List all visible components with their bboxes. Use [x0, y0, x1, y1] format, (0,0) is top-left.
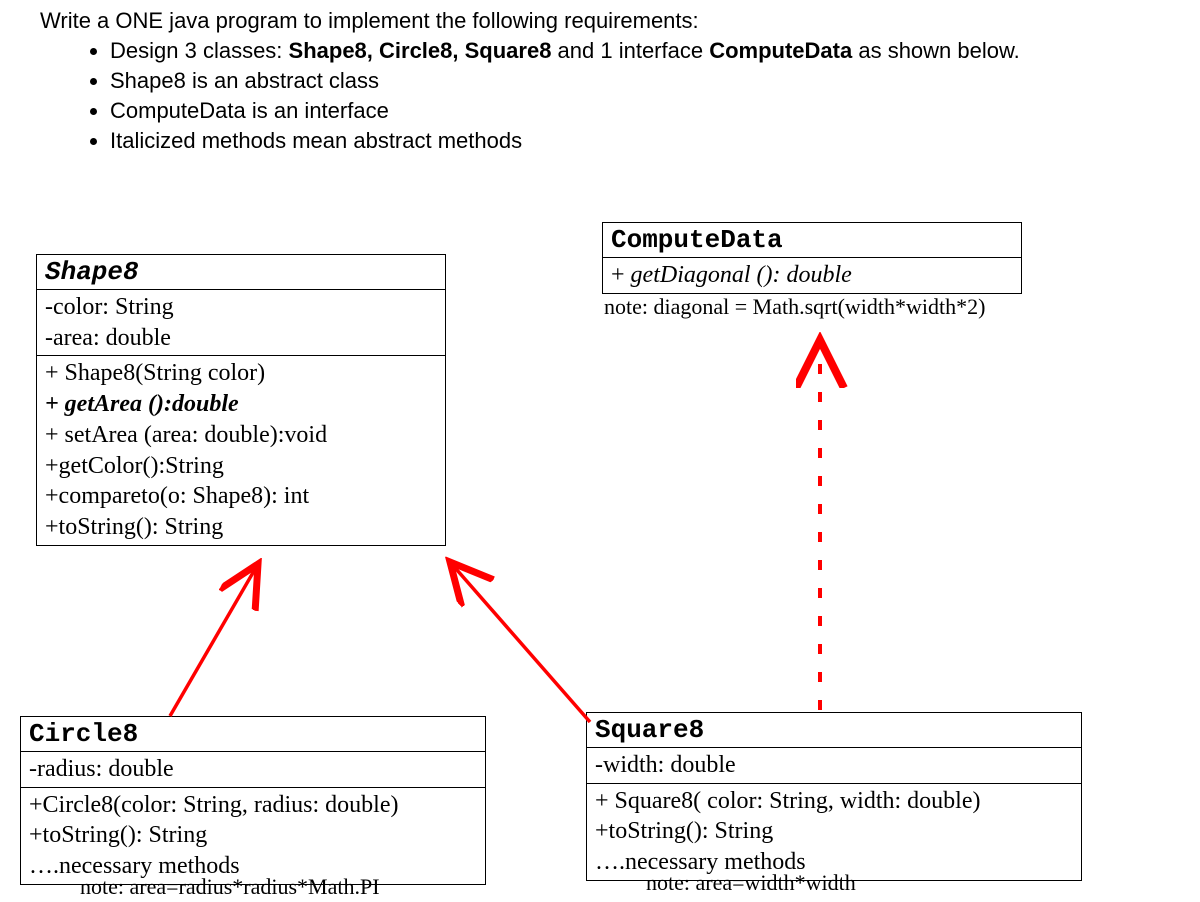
compute-m0-it: getDiagonal (): double — [631, 262, 852, 288]
bullet-3: ComputeData is an interface — [110, 98, 1160, 124]
bullet-2: Shape8 is an abstract class — [110, 68, 1160, 94]
compute-title: ComputeData — [603, 223, 1021, 258]
compute-methods: + getDiagonal (): double — [603, 258, 1021, 293]
bullet-4: Italicized methods mean abstract methods — [110, 128, 1160, 154]
shape8-m0: + Shape8(String color) — [45, 358, 437, 389]
b1-b1: Shape8, Circle8, Square8 — [289, 38, 552, 63]
shape8-attr-0: -color: String — [45, 292, 437, 323]
shape8-m2: + setArea (area: double):void — [45, 420, 437, 451]
intro-bullets: Design 3 classes: Shape8, Circle8, Squar… — [40, 38, 1160, 154]
shape8-attr-1: -area: double — [45, 323, 437, 354]
compute-m0: + getDiagonal (): double — [611, 260, 1013, 291]
circle8-note: note: area=radius*radius*Math.PI — [80, 874, 380, 900]
b1-mid: and 1 interface — [551, 38, 709, 63]
circle8-attr-0: -radius: double — [29, 754, 477, 785]
square8-m1: +toString(): String — [595, 816, 1073, 847]
square8-note: note: area=width*width — [646, 870, 856, 896]
shape8-m5: +toString(): String — [45, 512, 437, 543]
intro-block: Write a ONE java program to implement th… — [40, 8, 1160, 158]
shape8-m4: +compareto(o: Shape8): int — [45, 481, 437, 512]
bullet-1: Design 3 classes: Shape8, Circle8, Squar… — [110, 38, 1160, 64]
circle8-title: Circle8 — [21, 717, 485, 752]
shape8-attrs: -color: String -area: double — [37, 290, 445, 356]
intro-line1: Write a ONE java program to implement th… — [40, 8, 1160, 34]
uml-class-square8: Square8 -width: double + Square8( color:… — [586, 712, 1082, 881]
square8-methods: + Square8( color: String, width: double)… — [587, 784, 1081, 880]
b1-b2: ComputeData — [709, 38, 852, 63]
square8-title: Square8 — [587, 713, 1081, 748]
uml-class-circle8: Circle8 -radius: double +Circle8(color: … — [20, 716, 486, 885]
circle8-attrs: -radius: double — [21, 752, 485, 788]
circle8-methods: +Circle8(color: String, radius: double) … — [21, 788, 485, 884]
square8-m0: + Square8( color: String, width: double) — [595, 786, 1073, 817]
shape8-m1: + getArea ():double — [45, 389, 437, 420]
square8-attrs: -width: double — [587, 748, 1081, 784]
compute-m0-pre: + — [611, 262, 631, 288]
uml-interface-computedata: ComputeData + getDiagonal (): double — [602, 222, 1022, 294]
square8-attr-0: -width: double — [595, 750, 1073, 781]
circle8-m0: +Circle8(color: String, radius: double) — [29, 790, 477, 821]
compute-note: note: diagonal = Math.sqrt(width*width*2… — [604, 294, 985, 320]
shape8-methods: + Shape8(String color) + getArea ():doub… — [37, 356, 445, 544]
b1-suf: as shown below. — [852, 38, 1020, 63]
arrow-circle8-to-shape8 — [170, 564, 258, 716]
uml-class-shape8: Shape8 -color: String -area: double + Sh… — [36, 254, 446, 546]
shape8-title: Shape8 — [37, 255, 445, 290]
circle8-m1: +toString(): String — [29, 820, 477, 851]
arrow-square8-to-shape8 — [450, 562, 590, 722]
b1-prefix: Design 3 classes: — [110, 38, 289, 63]
shape8-m3: +getColor():String — [45, 451, 437, 482]
